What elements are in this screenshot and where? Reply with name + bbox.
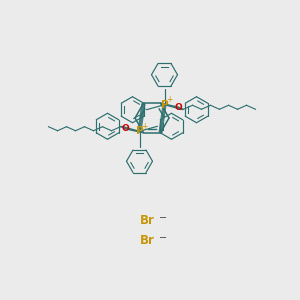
- Text: −: −: [159, 233, 167, 243]
- Text: +: +: [141, 122, 148, 131]
- Text: +: +: [166, 95, 173, 104]
- Text: Br: Br: [140, 233, 155, 247]
- Text: P: P: [136, 126, 143, 136]
- Text: Br: Br: [140, 214, 155, 226]
- Text: O: O: [122, 124, 129, 133]
- Text: −: −: [159, 213, 167, 223]
- Text: O: O: [175, 103, 182, 112]
- Text: P: P: [161, 100, 168, 110]
